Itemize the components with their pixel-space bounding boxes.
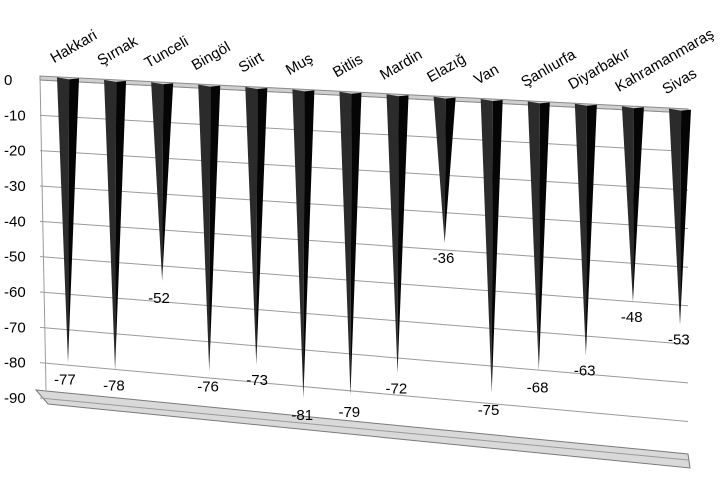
data-labels: -77 -78 -52 -76 -73 -81 -79 -72 -36 -75 -68 -63 -48 -… (54, 250, 690, 424)
category-label: Siirt (236, 48, 268, 76)
bar-side (256, 88, 268, 365)
bar (527, 101, 540, 371)
bar (480, 99, 493, 393)
bar (245, 87, 258, 365)
bar-side (538, 102, 550, 371)
bar-side (444, 97, 456, 244)
y-tick-label: -80 (4, 355, 26, 372)
bar (151, 82, 164, 282)
data-label: -75 (478, 402, 500, 419)
data-label: -68 (527, 380, 549, 397)
data-label: -76 (197, 379, 219, 396)
bar-side (397, 95, 409, 374)
y-tick-label: -70 (4, 319, 26, 336)
category-label: Van (471, 61, 502, 89)
bar-side (162, 83, 174, 282)
category-label: Tunceli (142, 33, 192, 72)
bar (386, 94, 399, 374)
data-label: -36 (433, 250, 455, 267)
gridline (39, 220, 689, 268)
bar (104, 79, 117, 371)
y-tick-label: 0 (4, 72, 12, 89)
y-tick-label: -30 (4, 178, 26, 195)
category-label: Şırnak (95, 33, 141, 70)
bar (339, 91, 352, 396)
bar-side (491, 100, 503, 393)
gridline (39, 362, 689, 422)
gridline (39, 291, 689, 345)
y-axis-line (39, 75, 47, 391)
bar (292, 89, 305, 399)
data-label: -53 (668, 332, 690, 349)
data-label: -72 (386, 380, 408, 397)
bar-side (680, 109, 691, 325)
gridline (39, 256, 689, 307)
data-label: -52 (148, 290, 170, 307)
category-label: Mardin (377, 46, 425, 84)
bar-side (632, 107, 644, 302)
bar-side (585, 104, 597, 356)
bar (621, 106, 635, 302)
y-tick-label: -10 (4, 107, 26, 124)
gridline (39, 326, 689, 384)
chart-bars (57, 77, 691, 399)
bar (433, 96, 446, 244)
data-label: -78 (103, 377, 125, 394)
y-tick-label: -90 (4, 390, 26, 407)
category-label: Sivas (660, 65, 700, 98)
bar-side (303, 90, 315, 399)
data-label: -48 (621, 309, 643, 326)
category-label: Hakkari (48, 27, 101, 67)
y-tick-label: -60 (4, 284, 26, 301)
data-label: -73 (246, 372, 268, 389)
data-label: -81 (291, 407, 313, 424)
data-label: -79 (338, 404, 360, 421)
bar-side (115, 80, 127, 371)
bar (574, 103, 587, 356)
bar (198, 84, 211, 372)
category-label: Muş (283, 50, 316, 79)
bar (57, 77, 70, 363)
y-axis-ticks: 0 -10 -20 -30 -40 -50 -60 -70 -80 -90 (4, 72, 26, 407)
y-tick-label: -20 (4, 143, 26, 160)
bar-side (68, 78, 79, 363)
data-label: -77 (54, 372, 76, 389)
bar-side (350, 92, 362, 396)
category-label: Bingöl (189, 39, 234, 75)
category-label: Elazığ (424, 50, 469, 86)
bar-side (209, 85, 221, 372)
y-tick-label: -40 (4, 213, 26, 230)
category-label: Bitlis (330, 51, 366, 82)
gridline (39, 397, 689, 461)
data-label: -63 (574, 362, 596, 379)
y-tick-label: -50 (4, 249, 26, 266)
bar (669, 108, 682, 325)
